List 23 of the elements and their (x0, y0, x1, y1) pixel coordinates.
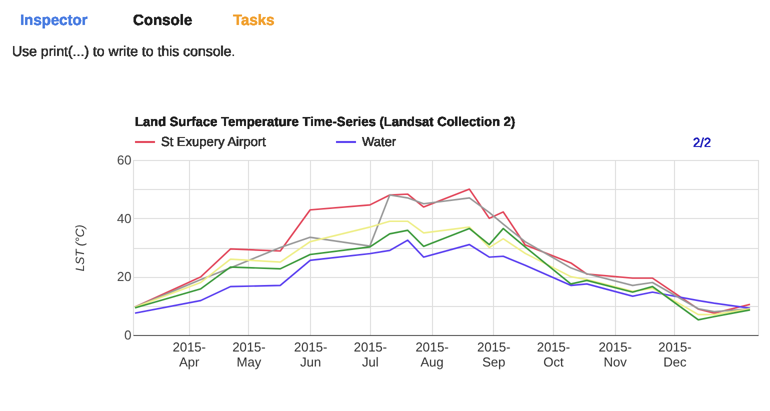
y-axis-title: LST (°C) (73, 224, 88, 272)
y-tick-label: 40 (117, 210, 132, 226)
text: 2/2 (693, 135, 712, 150)
x-tick-label: 2015- May (232, 340, 266, 370)
x-tick-label: 2015- Jul (354, 340, 387, 370)
x-tick-label: 2015- Oct (536, 340, 570, 370)
text: Console (133, 12, 192, 29)
x-tick-label: 2015- Jun (294, 340, 328, 370)
line-series (134, 239, 751, 314)
text: Inspector (20, 12, 88, 29)
legend-label: St Exupery Airport (161, 134, 266, 149)
text: Tasks (233, 12, 274, 29)
y-tick-label: 20 (117, 269, 132, 284)
x-tick-label: 2015- Sep (477, 340, 510, 370)
text: Use print(...) to write to this console. (12, 43, 236, 59)
x-tick-label: 2015- Aug (415, 340, 449, 370)
x-tick-label: 2015- Dec (658, 340, 692, 370)
chart-title: Land Surface Temperature Time-Series (Landsat Collection 2) (135, 114, 516, 129)
x-tick-label: 2015- Apr (172, 340, 206, 370)
x-tick-label: 2015- Nov (598, 340, 632, 370)
legend-label: Water (362, 134, 397, 149)
y-tick-label: 0 (124, 328, 132, 342)
y-tick-label: 60 (117, 152, 132, 168)
